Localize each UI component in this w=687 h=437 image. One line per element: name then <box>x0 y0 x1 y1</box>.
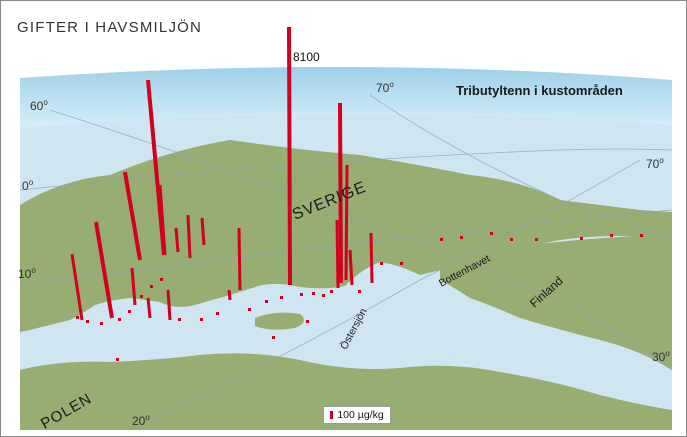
meridian-10 <box>19 209 673 286</box>
tbt-point <box>322 294 325 297</box>
tbt-point <box>312 292 315 295</box>
tbt-bar <box>146 79 166 256</box>
tbt-point <box>128 310 131 313</box>
tbt-point <box>118 318 121 321</box>
parallel-70 <box>369 94 673 241</box>
tbt-point <box>280 296 283 299</box>
graticule-label-70-right: 70o <box>646 156 664 171</box>
tbt-point <box>330 290 333 293</box>
tbt-bar <box>166 289 172 321</box>
island-gotland <box>255 312 304 330</box>
tbt-bar <box>94 221 114 319</box>
parallel-60 <box>49 109 673 371</box>
tbt-bar <box>130 267 137 306</box>
sky-band <box>20 66 672 128</box>
graticule-label-70-top: 70o <box>376 80 394 95</box>
tbt-point <box>640 234 643 237</box>
tbt-bar <box>70 253 84 321</box>
tbt-bar <box>338 102 343 284</box>
map-title: Tributyltenn i kustområden <box>456 83 623 98</box>
tbt-point <box>248 308 251 311</box>
tbt-bar <box>237 227 242 291</box>
graticule-label-20: 20o <box>132 413 150 428</box>
tbt-point <box>510 238 513 241</box>
tbt-bar <box>146 297 152 319</box>
southern-coast-land <box>20 353 672 430</box>
tbt-point <box>400 262 403 265</box>
tbt-bar <box>287 26 292 286</box>
tbt-bar <box>158 184 167 256</box>
tbt-point <box>86 320 89 323</box>
tbt-bar <box>369 232 374 284</box>
tbt-point <box>306 320 309 323</box>
meridian-0 <box>19 148 673 191</box>
graticule-label-60: 60o <box>30 98 48 113</box>
graticule <box>19 94 673 421</box>
legend: 100 µg/kg <box>323 406 391 424</box>
tbt-point <box>150 285 153 288</box>
tbt-point <box>490 232 493 235</box>
tbt-point <box>610 234 613 237</box>
tbt-point <box>460 236 463 239</box>
graticule-label-0: 0o <box>22 178 34 193</box>
tbt-point <box>116 358 119 361</box>
tbt-point <box>178 318 181 321</box>
tbt-point <box>76 316 79 319</box>
graticule-label-10: 10o <box>18 266 36 281</box>
tbt-point <box>440 238 443 241</box>
tbt-bar <box>200 217 206 246</box>
meridian-20 <box>149 159 641 421</box>
tbt-point <box>140 295 143 298</box>
tbt-point <box>300 293 303 296</box>
figure-title: GIFTER I HAVSMILJÖN <box>17 19 203 36</box>
tbt-point <box>580 237 583 240</box>
tbt-bar <box>186 214 192 259</box>
tbt-point <box>358 290 361 293</box>
tbt-point <box>100 322 103 325</box>
tbt-bar <box>227 289 232 301</box>
tbt-point <box>380 262 383 265</box>
legend-swatch <box>330 411 334 419</box>
tbt-bar <box>348 249 354 286</box>
peak-value-label: 8100 <box>293 50 320 64</box>
tbt-point <box>216 312 219 315</box>
denmark-land <box>20 299 70 332</box>
tbt-bar <box>335 219 340 289</box>
tbt-bar <box>123 171 142 261</box>
tbt-point <box>272 336 275 339</box>
finland-land <box>440 235 672 370</box>
tbt-point <box>160 278 163 281</box>
tbt-bars <box>70 26 643 361</box>
tbt-point <box>200 318 203 321</box>
graticule-label-30: 30o <box>652 349 670 364</box>
tbt-bar <box>174 227 180 253</box>
legend-label: 100 µg/kg <box>337 409 384 421</box>
tbt-point <box>535 238 538 241</box>
tbt-point <box>265 300 268 303</box>
tbt-bar <box>344 164 349 281</box>
